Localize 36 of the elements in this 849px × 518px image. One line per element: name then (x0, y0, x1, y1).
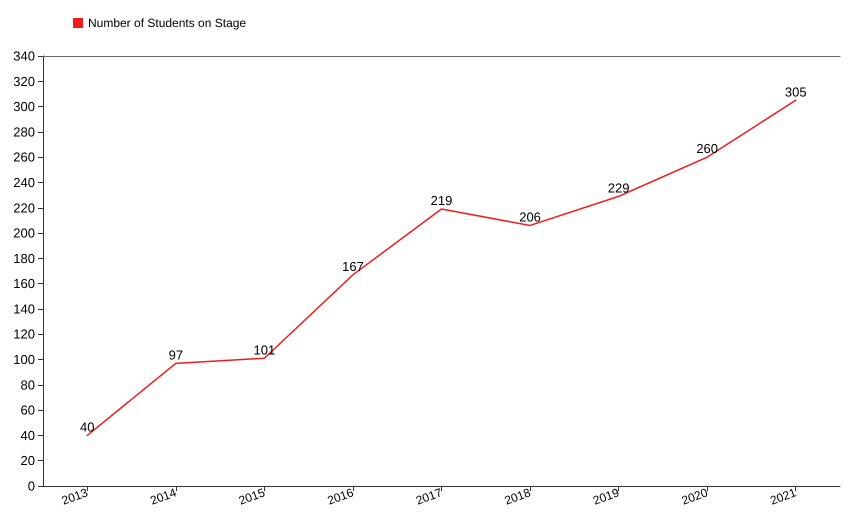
y-tick-label: 120 (13, 326, 35, 342)
x-tick-label: 2020 (680, 485, 710, 508)
y-tick-label: 160 (13, 276, 35, 292)
y-tick-label: 0 (28, 478, 35, 494)
y-tick-label: 80 (20, 377, 35, 392)
y-tick-label: 60 (20, 402, 35, 418)
y-tick-label: 340 (13, 48, 35, 64)
x-tick-label: 2016 (325, 485, 356, 508)
data-label: 305 (784, 84, 807, 100)
x-tick-label: 2018 (502, 485, 533, 508)
x-tick-label: 2015 (236, 485, 268, 508)
data-label: 97 (168, 347, 184, 362)
legend-label: Number of Students on Stage (88, 16, 246, 30)
y-tick-label: 140 (13, 301, 35, 316)
data-label: 167 (342, 258, 364, 274)
y-tick-label: 40 (20, 428, 35, 443)
y-tick-label: 100 (13, 352, 35, 368)
x-tick-label: 2014 (148, 485, 179, 508)
y-tick-label: 300 (13, 99, 35, 114)
data-label: 229 (608, 180, 630, 196)
data-label: 219 (430, 193, 452, 208)
x-tick-label: 2013 (60, 485, 90, 508)
y-tick-label: 320 (13, 74, 35, 89)
data-label: 260 (696, 141, 718, 156)
data-label: 206 (519, 209, 541, 224)
y-tick-label: 240 (13, 174, 35, 190)
x-tick-label: 2021 (768, 485, 798, 508)
x-tick-label: 2017 (414, 485, 444, 508)
y-tick-label: 280 (13, 124, 35, 140)
y-tick-label: 180 (13, 250, 35, 266)
y-tick-label: 220 (13, 200, 35, 216)
data-label: 40 (80, 419, 95, 434)
y-tick-label: 260 (13, 150, 35, 165)
x-tick-label: 2019 (591, 485, 622, 508)
y-tick-label: 20 (20, 453, 35, 468)
y-tick-label: 200 (13, 226, 35, 241)
